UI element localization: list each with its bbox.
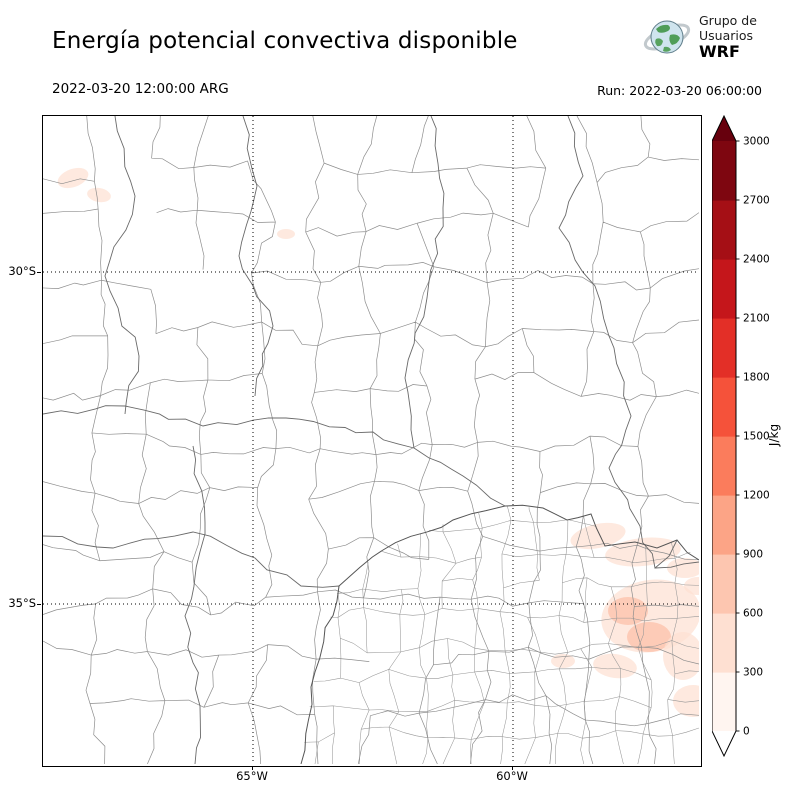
colorbar-tick-label: 1200 — [743, 490, 770, 502]
x-tick-mark — [512, 766, 513, 770]
cape-patch — [277, 229, 295, 239]
colorbar-over-arrow — [712, 116, 736, 141]
logo-line-1: Grupo de — [699, 13, 757, 28]
colorbar-band — [712, 495, 736, 555]
cape-patch — [57, 167, 89, 189]
colorbar-band — [712, 436, 736, 496]
cape-patch — [608, 597, 648, 625]
latlon-gridlines — [43, 116, 699, 764]
y-tick-mark — [37, 272, 41, 273]
colorbar-band — [712, 318, 736, 378]
buenos-aires-outline — [300, 504, 700, 765]
colorbar-unit-label: J/kg — [767, 423, 781, 447]
colorbar-tick-label: 900 — [743, 549, 763, 561]
province-borders-layer — [42, 115, 700, 765]
colorbar-tick-label: 600 — [743, 608, 763, 620]
colorbar-band — [712, 377, 736, 437]
run-time-label: Run: 2022-03-20 06:00:00 — [597, 83, 762, 98]
x-tick-label-60w: 60°W — [496, 769, 528, 783]
y-tick-label-30s: 30°S — [8, 264, 36, 278]
map-canvas — [42, 115, 713, 767]
colorbar-tick-label: 0 — [743, 726, 750, 738]
colorbar-tick-label: 300 — [743, 667, 763, 679]
colorbar-under-arrow — [712, 731, 736, 756]
cape-patch — [663, 632, 703, 680]
colorbar-tick-label: 3000 — [743, 136, 770, 148]
cape-patch — [570, 522, 626, 550]
colorbar-band — [712, 554, 736, 614]
wrf-logo-text: Grupo de Usuarios WRF — [699, 13, 757, 61]
wrf-logo: Grupo de Usuarios WRF — [642, 10, 757, 62]
cape-patch — [87, 187, 111, 203]
cape-patch — [551, 654, 575, 668]
y-tick-label-35s: 35°S — [8, 596, 36, 610]
colorbar-tick-label: 2400 — [743, 254, 770, 266]
cape-patches-layer — [57, 167, 713, 717]
cape-patch — [593, 653, 637, 679]
map-plot — [42, 115, 713, 765]
colorbar-band — [712, 259, 736, 319]
department-borders-layer — [42, 115, 700, 765]
logo-line-2: Usuarios — [699, 28, 754, 43]
colorbar-band — [712, 613, 736, 673]
colorbar: 0 300 600 900 1200 1500 1800 2100 2400 2700 3000 — [712, 115, 770, 758]
colorbar-band — [712, 672, 736, 732]
colorbar-tick-label: 1800 — [743, 372, 770, 384]
x-tick-label-65w: 65°W — [236, 769, 268, 783]
colorbar-band — [712, 200, 736, 260]
x-tick-mark — [252, 766, 253, 770]
y-tick-mark — [37, 604, 41, 605]
page-title: Energía potencial convectiva disponible — [52, 28, 518, 54]
colorbar-tick-label: 2700 — [743, 195, 770, 207]
logo-line-3: WRF — [699, 42, 740, 61]
wrf-globe-icon — [643, 20, 691, 54]
valid-time-label: 2022-03-20 12:00:00 ARG — [52, 81, 229, 97]
colorbar-tick-label: 2100 — [743, 313, 770, 325]
colorbar-band — [712, 141, 736, 201]
cape-patch — [667, 558, 703, 578]
colorbar-tick-label: 1500 — [743, 431, 770, 443]
